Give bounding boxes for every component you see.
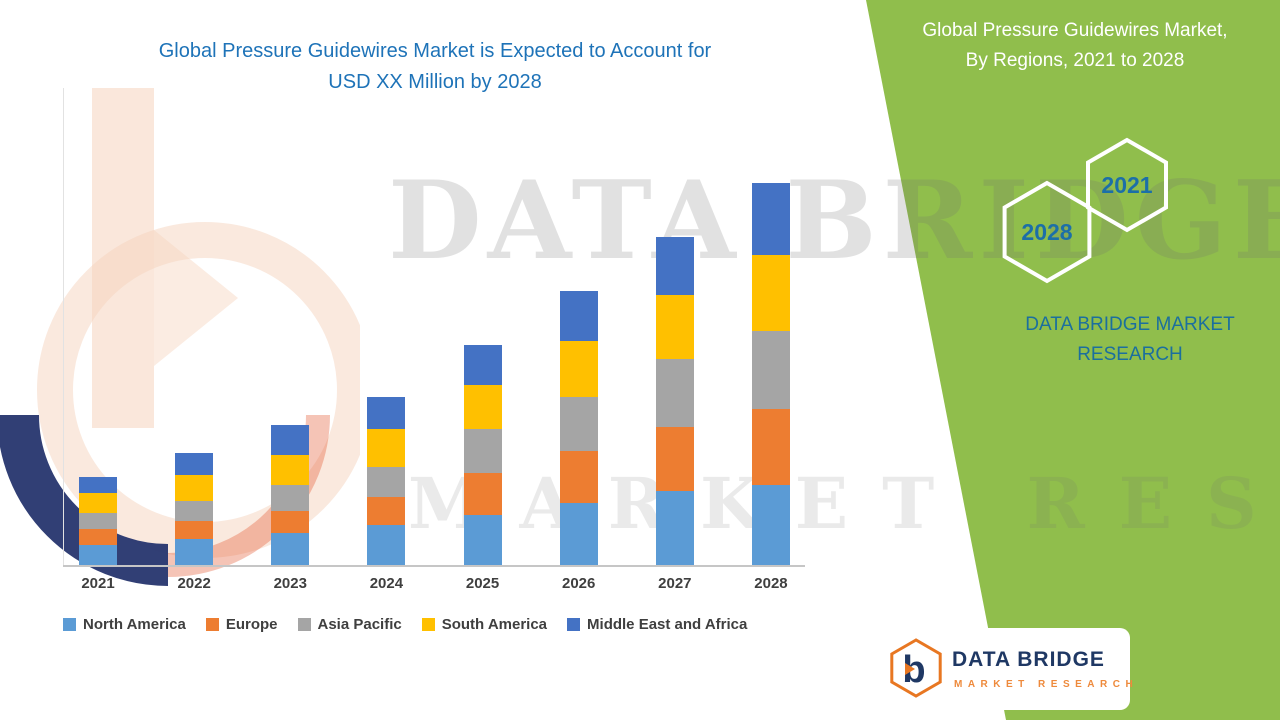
green-panel-shape [866, 0, 1280, 720]
legend-item: North America [63, 616, 186, 633]
x-axis-line [63, 565, 805, 567]
bar-segment [559, 397, 598, 451]
bar-segment [271, 511, 310, 533]
bar-segment [559, 341, 598, 397]
legend-label: South America [441, 616, 548, 633]
legend-label: Asia Pacific [317, 616, 402, 633]
side-panel-title: Global Pressure Guidewires Market, By Re… [880, 16, 1270, 76]
side-panel-title-line2: By Regions, 2021 to 2028 [965, 50, 1185, 71]
bar-segment [175, 501, 214, 521]
bar-segment [271, 533, 310, 565]
bar-segment [463, 345, 502, 385]
bar-segment [463, 429, 502, 473]
watermark-arrow-shape [154, 230, 238, 366]
bar-column [367, 397, 406, 565]
bar-segment [175, 521, 214, 539]
logo-hexagon-icon [890, 638, 942, 698]
bar-segment [367, 397, 406, 429]
legend-swatch [205, 618, 219, 631]
bar-segment [79, 513, 117, 529]
legend-item: Europe [205, 616, 278, 633]
bar-segment [367, 429, 406, 467]
bar-column [463, 345, 502, 565]
bar-segment [367, 467, 406, 497]
bar-column [559, 291, 598, 565]
bar-segment [79, 529, 117, 545]
legend-swatch [63, 618, 76, 631]
bar-segment [175, 453, 214, 475]
bar-column [79, 477, 117, 565]
bar-segment [751, 183, 790, 255]
side-panel-brand: DATA BRIDGE MARKET RESEARCH [990, 310, 1270, 370]
bar-segment [655, 427, 694, 491]
bar-column [751, 183, 790, 565]
logo-plate [874, 628, 1130, 710]
bar-segment [559, 503, 598, 565]
side-panel-brand-line1: DATA BRIDGE MARKET [1025, 314, 1235, 335]
logo-tagline: MARKET RESEARCH [954, 679, 1139, 690]
logo-letter: b [902, 649, 925, 691]
bar-segment [463, 515, 502, 565]
chart-title-line1: Global Pressure Guidewires Market is Exp… [158, 40, 712, 62]
side-panel-brand-line2: RESEARCH [1077, 344, 1183, 365]
x-axis-label: 2025 [465, 575, 500, 592]
bar-segment [751, 409, 790, 485]
legend-item: Middle East and Africa [567, 616, 747, 633]
bar-segment [463, 473, 502, 515]
legend-label: Middle East and Africa [587, 616, 748, 633]
bar-segment [463, 385, 502, 429]
x-axis-label: 2027 [658, 575, 692, 592]
bar-segment [655, 237, 694, 295]
bar-segment [367, 497, 406, 525]
bar-segment [751, 485, 790, 565]
bar-segment [655, 295, 694, 359]
bar-segment [175, 539, 214, 565]
bar-segment [79, 545, 117, 565]
bar-segment [271, 425, 310, 455]
bar-segment [655, 491, 694, 565]
bar-segment [655, 359, 694, 427]
logo-name: DATA BRIDGE [952, 648, 1105, 671]
bar-segment [367, 525, 406, 565]
bar-column [175, 453, 214, 565]
y-axis-line [63, 88, 64, 565]
legend-swatch [421, 618, 435, 631]
x-axis-label: 2028 [754, 575, 788, 592]
bar-segment [79, 493, 117, 513]
bar-segment [751, 255, 790, 331]
legend-swatch [567, 618, 581, 631]
bar-segment [271, 455, 310, 485]
bar-segment [751, 331, 790, 409]
logo-arrow-icon [905, 663, 915, 675]
x-axis-label: 2021 [81, 575, 115, 592]
legend-item: Asia Pacific [297, 616, 402, 633]
watermark-navy-arc [0, 414, 169, 586]
bar-segment [175, 475, 214, 501]
bar-segment [559, 451, 598, 503]
x-axis-label: 2022 [177, 575, 211, 592]
legend-label: Europe [225, 616, 278, 633]
bar-segment [271, 485, 310, 511]
chart-title-line2: USD XX Million by 2028 [328, 71, 542, 93]
x-axis-label: 2023 [273, 575, 307, 592]
bar-column [655, 237, 694, 565]
bar-segment [559, 291, 598, 341]
legend: North America Europe Asia Pacific South Ame… [63, 616, 747, 633]
bar-segment [79, 477, 117, 493]
side-panel-title-line1: Global Pressure Guidewires Market, [922, 20, 1228, 41]
chart-title: Global Pressure Guidewires Market is Exp… [70, 36, 800, 98]
bar-column [271, 425, 310, 565]
legend-item: South America [421, 616, 548, 633]
x-axis-label: 2024 [369, 575, 404, 592]
legend-label: North America [83, 616, 186, 633]
x-axis-label: 2026 [562, 575, 596, 592]
legend-swatch [297, 618, 311, 631]
